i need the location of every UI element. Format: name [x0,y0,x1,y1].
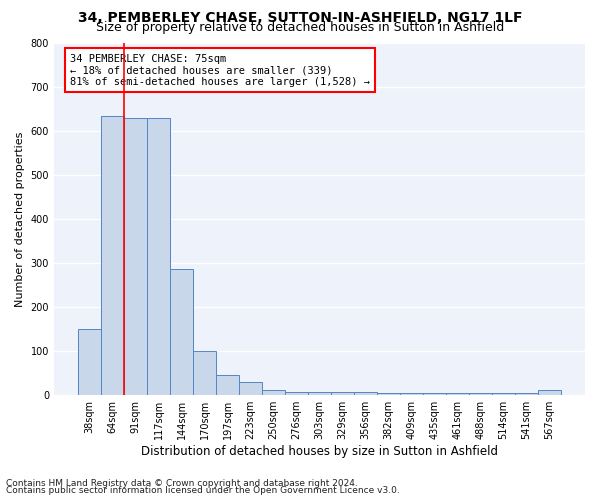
Bar [101,116,124,394]
Bar [331,392,354,394]
X-axis label: Distribution of detached houses by size in Sutton in Ashfield: Distribution of detached houses by size … [141,444,498,458]
Bar [170,270,193,394]
Bar [492,392,515,394]
Bar [469,392,492,394]
Bar [147,118,170,394]
Bar [354,392,377,394]
Bar [377,392,400,394]
Bar [423,392,446,394]
Bar [446,392,469,394]
Bar [193,350,216,395]
Text: 34 PEMBERLEY CHASE: 75sqm
← 18% of detached houses are smaller (339)
81% of semi: 34 PEMBERLEY CHASE: 75sqm ← 18% of detac… [70,54,370,87]
Bar [308,392,331,394]
Bar [538,390,561,394]
Y-axis label: Number of detached properties: Number of detached properties [15,131,25,306]
Text: Contains public sector information licensed under the Open Government Licence v3: Contains public sector information licen… [6,486,400,495]
Bar [216,375,239,394]
Bar [515,392,538,394]
Bar [124,118,147,394]
Bar [285,392,308,394]
Text: Size of property relative to detached houses in Sutton in Ashfield: Size of property relative to detached ho… [96,21,504,34]
Text: 34, PEMBERLEY CHASE, SUTTON-IN-ASHFIELD, NG17 1LF: 34, PEMBERLEY CHASE, SUTTON-IN-ASHFIELD,… [78,11,522,25]
Bar [78,329,101,394]
Bar [262,390,285,394]
Text: Contains HM Land Registry data © Crown copyright and database right 2024.: Contains HM Land Registry data © Crown c… [6,478,358,488]
Bar [400,392,423,394]
Bar [239,382,262,394]
